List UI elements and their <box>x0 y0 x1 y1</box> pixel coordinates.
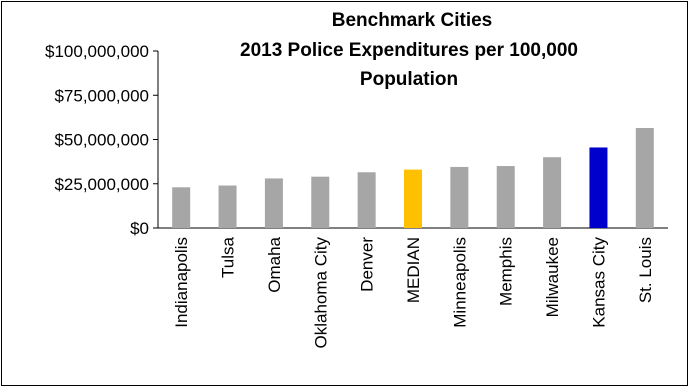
x-tick-label: Oklahoma City <box>311 237 330 349</box>
chart-title-line-3: Population <box>360 69 458 90</box>
bar <box>357 172 376 228</box>
x-tick-label: Milwaukee <box>543 237 562 317</box>
x-tick-label: Tulsa <box>219 236 238 277</box>
bar <box>589 147 608 228</box>
bar <box>172 187 191 228</box>
x-tick-label: MEDIAN <box>404 237 423 303</box>
chart-title-line-2: 2013 Police Expenditures per 100,000 <box>240 40 578 61</box>
y-tick-label: $0 <box>130 219 149 238</box>
y-tick-label: $75,000,000 <box>54 86 149 105</box>
bar <box>264 178 283 228</box>
bar <box>218 185 237 228</box>
chart-title-line-1: Benchmark Cities <box>332 10 493 31</box>
chart-axes: $0 $25,000,000 $50,000,000 $75,000,000 $100,… <box>45 42 668 238</box>
x-tick-label: St. Louis <box>636 237 655 303</box>
y-tick-label: $50,000,000 <box>54 131 149 150</box>
bar <box>635 127 654 228</box>
y-tick-label: $100,000,000 <box>45 42 149 61</box>
x-tick-label: Memphis <box>497 237 516 306</box>
bar <box>543 157 562 228</box>
category-labels: Indianapolis Tulsa Omaha Oklahoma City Denve… <box>172 236 655 348</box>
x-tick-label: Denver <box>358 237 377 292</box>
bar <box>496 166 515 228</box>
bar <box>404 169 422 228</box>
x-tick-label: Minneapolis <box>450 237 469 328</box>
bar <box>311 176 330 228</box>
bars-group <box>172 127 654 228</box>
bar <box>450 166 469 228</box>
x-tick-label: Kansas City <box>589 237 608 328</box>
y-tick-label: $25,000,000 <box>54 175 149 194</box>
x-tick-label: Omaha <box>265 236 284 292</box>
x-tick-label: Indianapolis <box>172 237 191 328</box>
